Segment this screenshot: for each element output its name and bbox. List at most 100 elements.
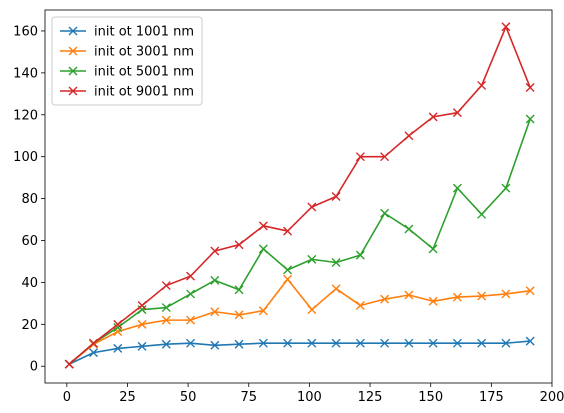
y-tick-label: 40 — [21, 276, 38, 291]
data-point-marker — [477, 80, 487, 90]
data-point-marker — [380, 338, 390, 348]
data-point-marker — [452, 292, 462, 302]
data-point-marker — [331, 284, 341, 294]
data-point-marker — [137, 319, 147, 329]
x-tick-label: 175 — [479, 390, 504, 405]
data-point-marker — [234, 310, 244, 320]
legend-marker — [68, 26, 78, 36]
y-tick-label: 160 — [13, 24, 38, 39]
data-point-marker — [283, 338, 293, 348]
data-point-marker — [89, 338, 99, 348]
legend-marker — [68, 66, 78, 76]
legend-box — [51, 16, 203, 106]
data-point-marker — [210, 275, 220, 285]
data-point-marker — [355, 152, 365, 162]
data-point-marker — [210, 340, 220, 350]
data-point-marker — [331, 338, 341, 348]
legend-item: init ot 9001 nm — [60, 85, 194, 100]
data-point-marker — [501, 183, 511, 193]
y-tick-label: 100 — [13, 150, 38, 165]
x-axis: 0 25 50 75 100 125 150 175 200 — [63, 383, 564, 405]
data-point-marker — [307, 254, 317, 264]
x-tick-label: 50 — [180, 390, 197, 405]
data-point-marker — [307, 305, 317, 315]
data-point-marker — [380, 208, 390, 218]
legend-item: init ot 3001 nm — [60, 45, 194, 60]
legend-marker — [68, 86, 78, 96]
data-point-marker — [283, 274, 293, 284]
data-point-marker — [477, 291, 487, 301]
data-point-marker — [137, 341, 147, 351]
series-4 — [64, 22, 535, 369]
data-point-marker — [283, 226, 293, 236]
y-axis: 0 20 40 60 80 100 120 140 160 — [13, 24, 45, 375]
data-point-marker — [380, 152, 390, 162]
data-point-marker — [428, 244, 438, 254]
data-point-marker — [452, 108, 462, 118]
legend-label: init ot 3001 nm — [94, 45, 194, 60]
data-point-marker — [210, 307, 220, 317]
data-point-marker — [234, 339, 244, 349]
legend-marker — [68, 46, 78, 56]
data-point-marker — [234, 285, 244, 295]
y-tick-label: 20 — [21, 318, 38, 333]
data-point-marker — [501, 22, 511, 32]
data-point-marker — [452, 183, 462, 193]
x-tick-label: 25 — [119, 390, 136, 405]
series-line — [68, 278, 531, 365]
data-point-marker — [307, 338, 317, 348]
x-tick-label: 200 — [540, 390, 564, 405]
data-point-marker — [89, 348, 99, 358]
data-point-marker — [186, 271, 196, 281]
data-point-marker — [186, 315, 196, 325]
legend-label: init ot 5001 nm — [94, 65, 194, 80]
y-tick-label: 80 — [21, 192, 38, 207]
y-tick-label: 60 — [21, 234, 38, 249]
data-point-marker — [525, 336, 535, 346]
data-point-marker — [428, 296, 438, 306]
data-point-marker — [210, 246, 220, 256]
x-tick-label: 125 — [358, 390, 383, 405]
data-point-marker — [404, 290, 414, 300]
legend-item: init ot 5001 nm — [60, 65, 194, 80]
data-point-marker — [428, 338, 438, 348]
data-point-marker — [477, 209, 487, 219]
data-point-marker — [428, 112, 438, 122]
series-line — [68, 340, 531, 365]
data-point-marker — [525, 114, 535, 124]
x-tick-label: 0 — [63, 390, 71, 405]
data-point-marker — [186, 338, 196, 348]
data-point-marker — [258, 306, 268, 316]
data-point-marker — [137, 300, 147, 310]
data-point-marker — [113, 322, 123, 332]
data-point-marker — [404, 131, 414, 141]
data-point-marker — [113, 343, 123, 353]
y-tick-label: 140 — [13, 66, 38, 81]
y-tick-label: 0 — [30, 360, 38, 375]
data-point-marker — [355, 338, 365, 348]
data-point-marker — [161, 339, 171, 349]
data-point-marker — [525, 286, 535, 296]
data-point-marker — [258, 338, 268, 348]
data-point-marker — [161, 315, 171, 325]
data-point-marker — [331, 192, 341, 201]
data-point-marker — [477, 338, 487, 348]
series-layer — [64, 22, 535, 369]
data-point-marker — [161, 303, 171, 313]
data-point-marker — [355, 250, 365, 260]
legend-label: init ot 9001 nm — [94, 85, 194, 100]
data-point-marker — [380, 294, 390, 304]
data-point-marker — [307, 202, 317, 212]
y-tick-label: 120 — [13, 108, 38, 123]
x-tick-label: 100 — [297, 390, 322, 405]
data-point-marker — [186, 289, 196, 299]
data-point-marker — [283, 265, 293, 275]
legend-item: init ot 1001 nm — [60, 25, 194, 40]
data-point-marker — [404, 224, 414, 234]
data-point-marker — [355, 300, 365, 310]
data-point-marker — [258, 221, 268, 231]
data-point-marker — [452, 338, 462, 348]
data-point-marker — [501, 289, 511, 299]
plot-area-frame — [44, 9, 553, 384]
data-point-marker — [64, 359, 74, 369]
